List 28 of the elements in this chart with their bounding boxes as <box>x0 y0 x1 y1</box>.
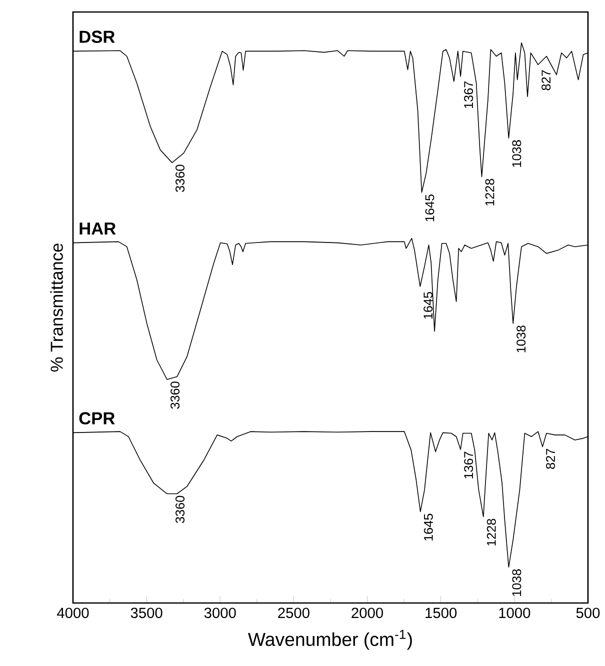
annotation: 1228 <box>485 178 494 206</box>
x-tick-label: 4000 <box>57 608 89 618</box>
annotation: 1038 <box>512 569 522 596</box>
x-tick-label: 500 <box>576 608 600 618</box>
x-tick-label: 3000 <box>204 608 236 618</box>
annotation: 1367 <box>464 81 474 108</box>
x-axis-title: Wavenumber (cm$^{-1}$) <box>248 630 412 650</box>
annotation: 1645 <box>425 194 434 222</box>
annotation: 1645 <box>424 514 433 540</box>
series-label: CPR <box>79 412 115 424</box>
series-label: DSR <box>80 30 115 43</box>
annotation: 1645 <box>424 292 433 319</box>
annotation: 1367 <box>464 452 474 478</box>
annotation: 827 <box>546 448 556 469</box>
annotation: 1038 <box>512 140 522 167</box>
x-tick-label: 2000 <box>352 608 383 618</box>
x-tick-label: 2500 <box>278 608 310 618</box>
y-axis-title: % Transmittance <box>50 244 63 372</box>
annotation: 3360 <box>170 382 180 409</box>
annotation: 1228 <box>486 518 496 546</box>
x-tick-label: 1000 <box>499 608 530 618</box>
annotation: 3360 <box>176 496 185 524</box>
annotation: 827 <box>542 70 551 90</box>
annotation: 1038 <box>516 326 526 352</box>
series-label: HAR <box>80 222 116 235</box>
x-tick-label: 3500 <box>130 608 162 618</box>
annotation: 3360 <box>176 164 185 192</box>
x-tick-label: 1500 <box>426 608 457 618</box>
